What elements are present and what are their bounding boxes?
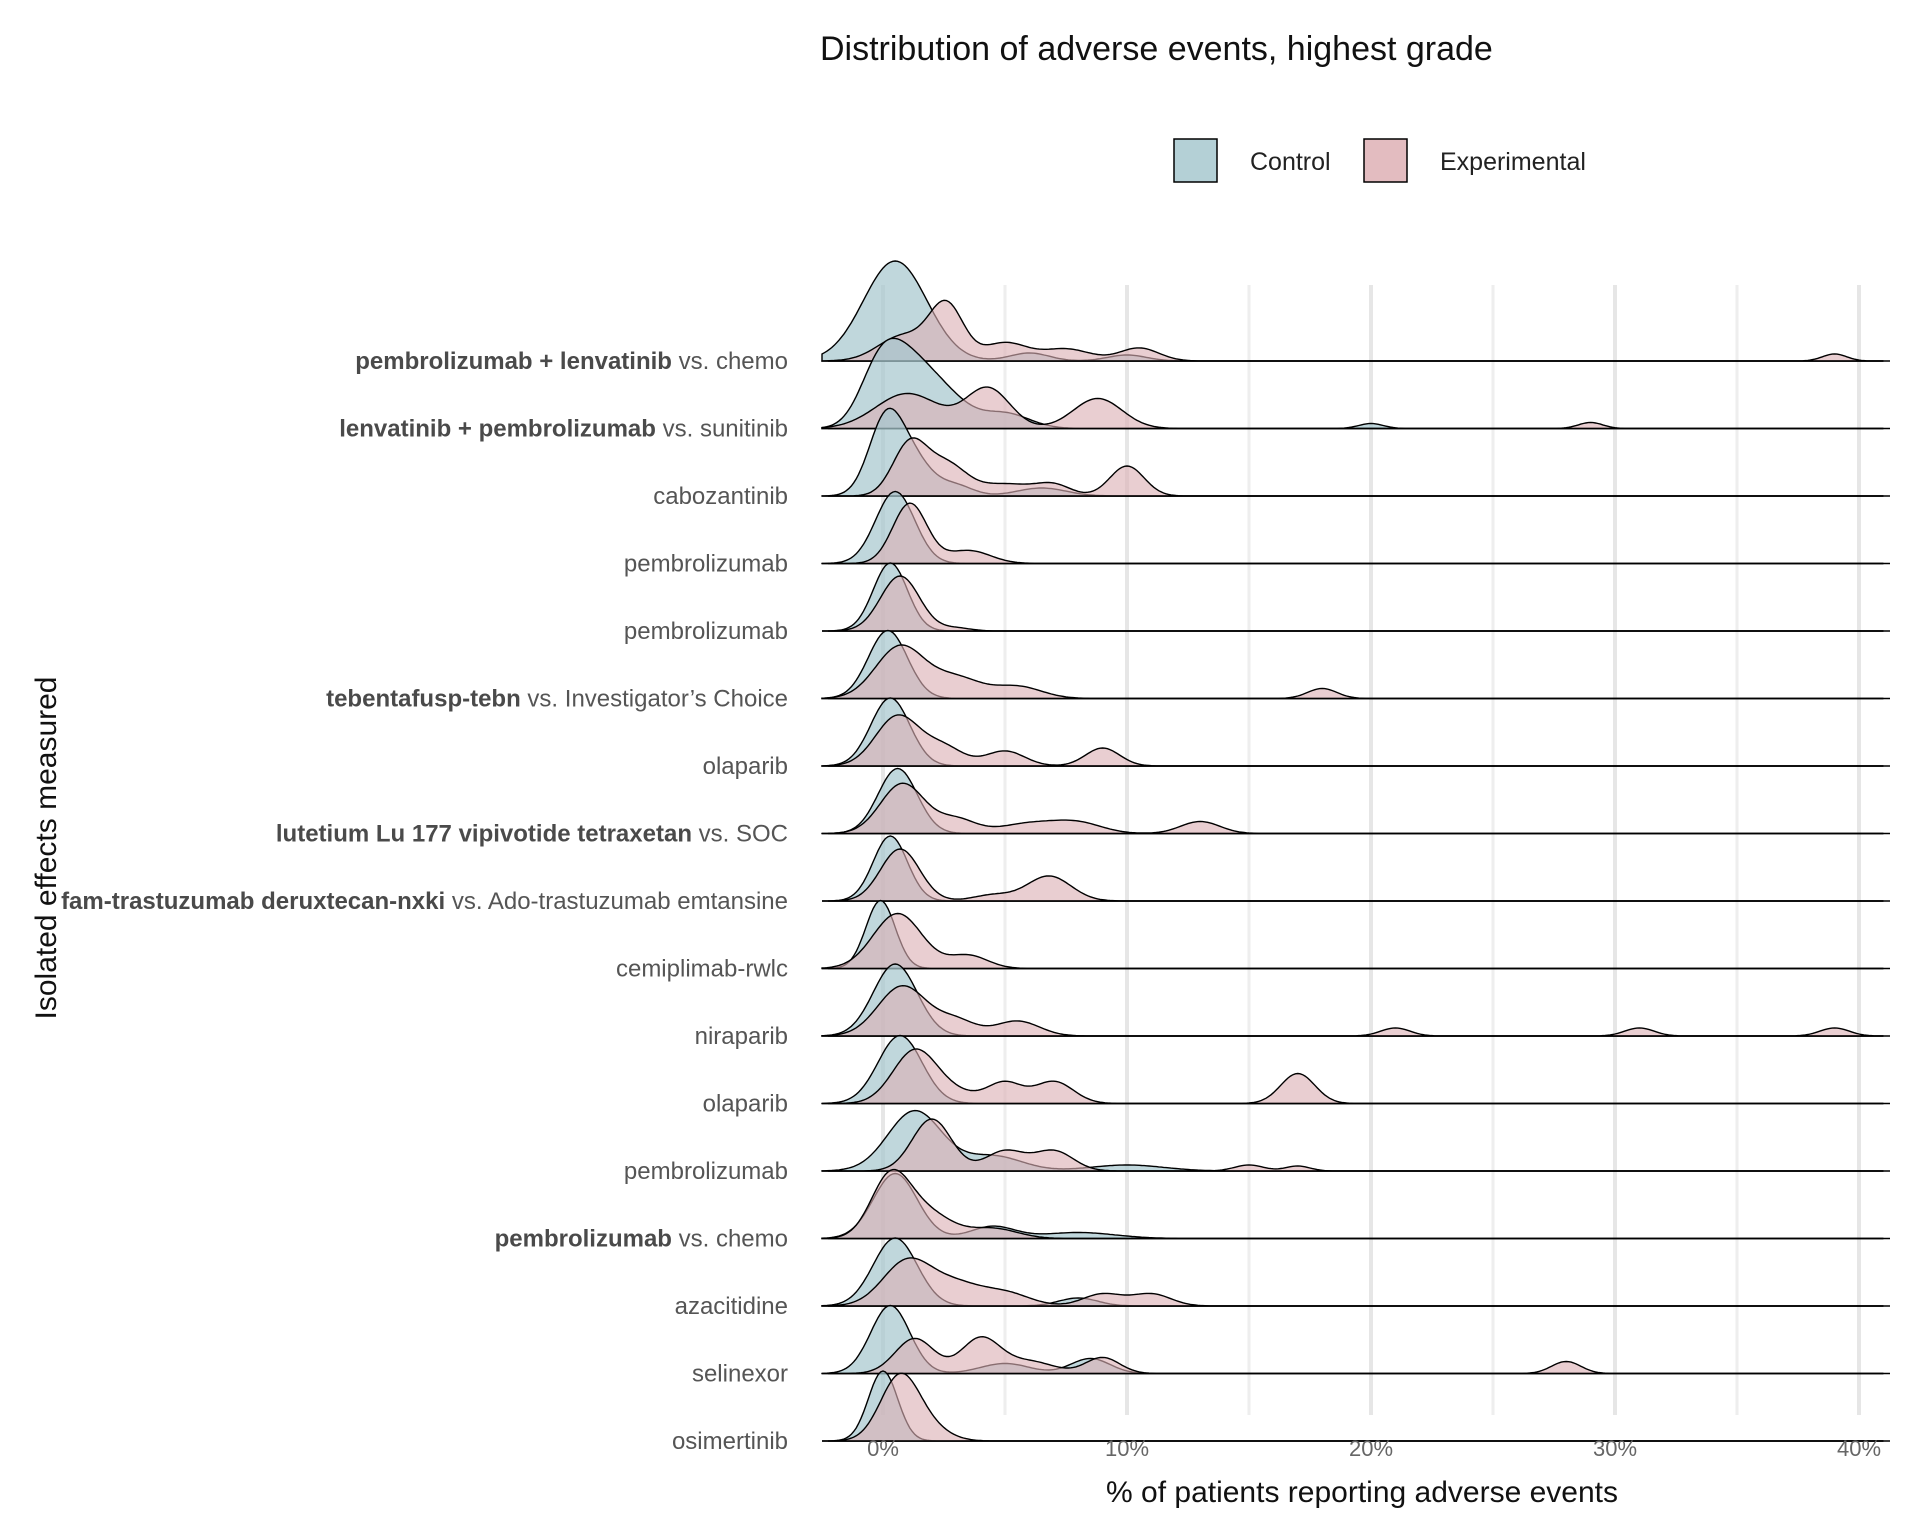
ridge-row	[821, 697, 1890, 767]
experimental-density	[822, 575, 1884, 632]
experimental-density	[821, 299, 1884, 362]
row-label: pembrolizumab	[624, 618, 788, 645]
row-label-rest: olaparib	[703, 753, 788, 780]
experimental-density	[822, 1118, 1884, 1172]
ridge-row	[821, 629, 1890, 700]
row-labels: pembrolizumab + lenvatinib vs. chemo lenv…	[61, 348, 788, 1455]
ridge-row	[822, 1370, 1890, 1442]
row-label-drug: fam-trastuzumab deruxtecan-nxki	[61, 888, 445, 915]
control-density	[822, 562, 1884, 632]
row-label: azacitidine	[675, 1293, 788, 1320]
experimental-density	[821, 782, 1884, 835]
x-axis-title: % of patients reporting adverse events	[1106, 1476, 1618, 1509]
row-label-rest: pembrolizumab	[624, 551, 788, 578]
row-label-rest: cemiplimab-rwlc	[616, 956, 788, 983]
experimental-density	[822, 502, 1884, 565]
experimental-density	[821, 984, 1884, 1037]
ridge-row	[821, 1304, 1890, 1375]
x-axis-ticks: 0% 10% 20% 30% 40%	[867, 1436, 1881, 1461]
row-label-rest: vs. Investigator’s Choice	[521, 686, 788, 713]
row-label-rest: vs. chemo	[672, 348, 788, 375]
ridge-row	[822, 562, 1890, 632]
ridge-row	[821, 337, 1890, 430]
row-label: pembrolizumab + lenvatinib vs. chemo	[355, 348, 788, 375]
row-label-rest: selinexor	[692, 1361, 788, 1388]
row-label-rest: vs. sunitinib	[656, 416, 788, 443]
ridge-row	[821, 490, 1890, 565]
row-label-drug: lutetium Lu 177 vipivotide tetraxetan	[276, 821, 692, 848]
row-label-rest: pembrolizumab	[624, 1158, 788, 1185]
experimental-density	[821, 644, 1884, 700]
x-tick-label: 0%	[867, 1436, 899, 1461]
row-label: pembrolizumab vs. chemo	[495, 1226, 788, 1253]
chart-title: Distribution of adverse events, highest …	[820, 30, 1493, 68]
x-tick-label: 10%	[1105, 1436, 1149, 1461]
row-label-rest: osimertinib	[672, 1428, 788, 1455]
experimental-density	[821, 1168, 1884, 1240]
control-density	[821, 767, 1884, 835]
row-label-rest: vs. Ado-trastuzumab emtansine	[445, 888, 788, 915]
legend: Control Experimental	[1173, 138, 1586, 183]
row-label-rest: vs. SOC	[692, 821, 788, 848]
row-label: olaparib	[703, 753, 788, 780]
ridge-row	[821, 1034, 1890, 1105]
legend-label-control: Control	[1250, 148, 1331, 176]
ridge-row	[821, 767, 1890, 835]
row-label-drug: tebentafusp-tebn	[326, 686, 521, 713]
ridge-row	[821, 1109, 1890, 1172]
row-label-drug: lenvatinib + pembrolizumab	[339, 416, 656, 443]
row-label: lutetium Lu 177 vipivotide tetraxetan vs…	[276, 821, 788, 848]
row-label-drug: pembrolizumab + lenvatinib	[355, 348, 672, 375]
row-label: lenvatinib + pembrolizumab vs. sunitinib	[339, 416, 788, 443]
legend-swatch-experimental	[1363, 138, 1408, 183]
ridge-row	[821, 1168, 1890, 1240]
legend-label-experimental: Experimental	[1440, 148, 1586, 176]
row-label-rest: niraparib	[695, 1023, 788, 1050]
ridgelines	[821, 260, 1890, 1442]
row-label-rest: vs. chemo	[672, 1226, 788, 1253]
row-label: pembrolizumab	[624, 551, 788, 578]
experimental-density	[822, 1335, 1884, 1375]
experimental-density	[822, 1372, 1884, 1442]
row-label: olaparib	[703, 1091, 788, 1118]
row-label: osimertinib	[672, 1428, 788, 1455]
row-label: pembrolizumab	[624, 1158, 788, 1185]
experimental-density	[822, 437, 1884, 497]
control-density	[822, 835, 1884, 902]
ridge-row	[822, 835, 1890, 902]
row-label: niraparib	[695, 1023, 788, 1050]
x-tick-label: 20%	[1349, 1436, 1393, 1461]
row-label-rest: pembrolizumab	[624, 618, 788, 645]
row-label: fam-trastuzumab deruxtecan-nxki vs. Ado-…	[61, 888, 788, 915]
experimental-density	[821, 912, 1884, 970]
y-axis-title: Isolated effects measured	[30, 677, 63, 1020]
experimental-density	[821, 714, 1884, 767]
experimental-density	[822, 848, 1884, 902]
ridge-row	[821, 1237, 1890, 1307]
row-label: selinexor	[692, 1361, 788, 1388]
ridge-row	[821, 260, 1890, 362]
control-density	[822, 1370, 1884, 1442]
legend-swatch-control	[1173, 138, 1218, 183]
experimental-density	[821, 1257, 1884, 1307]
row-label: cabozantinib	[653, 483, 788, 510]
experimental-density	[822, 1048, 1884, 1105]
grid-lines	[881, 285, 1861, 1415]
row-label-rest: olaparib	[703, 1091, 788, 1118]
experimental-density	[821, 386, 1884, 430]
row-label-drug: pembrolizumab	[495, 1226, 672, 1253]
row-label-rest: cabozantinib	[653, 483, 788, 510]
x-tick-label: 30%	[1593, 1436, 1637, 1461]
ridge-row	[821, 407, 1890, 497]
ridge-row	[821, 899, 1890, 970]
ridge-row	[821, 963, 1890, 1037]
row-label: tebentafusp-tebn vs. Investigator’s Choi…	[326, 686, 788, 713]
row-label-rest: azacitidine	[675, 1293, 788, 1320]
x-tick-label: 40%	[1837, 1436, 1881, 1461]
row-label: cemiplimab-rwlc	[616, 956, 788, 983]
